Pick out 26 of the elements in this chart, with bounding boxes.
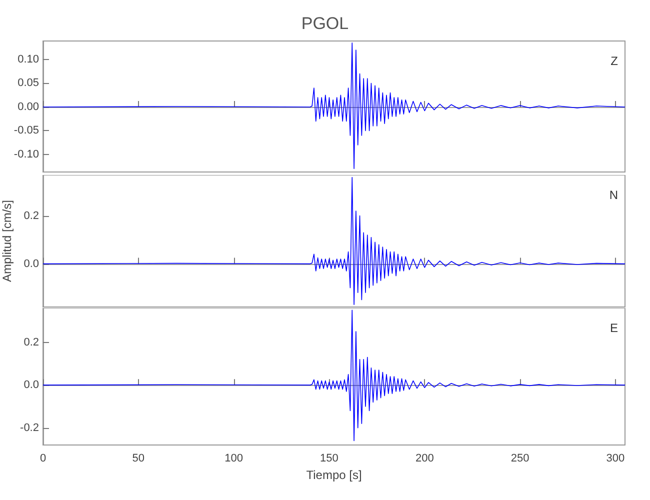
y-tick-label: 0.2 [24,210,39,222]
annotation: E [610,321,618,335]
x-tick-label: 100 [224,452,243,464]
line-series [42,177,626,305]
annotation: N [609,188,618,202]
x-tick-label: 300 [606,452,625,464]
y-tick-label: 0.10 [18,54,39,66]
y-tick-label: -0.2 [20,422,39,434]
annotation: Z [610,54,618,68]
y-tick-label: 0.00 [18,100,39,113]
x-axis-title: Tiempo [s] [306,468,362,482]
y-tick-label: 0.2 [24,336,39,348]
y-tick-label: -0.10 [14,148,39,160]
x-tick-label: 50 [132,452,145,464]
line-series [42,310,626,442]
x-tick-label: 0 [40,452,46,464]
y-tick-label: 0.0 [24,379,39,392]
x-tick-label: 200 [415,452,434,464]
line-series [42,42,626,170]
chart-title: PGOL [301,14,349,33]
y-tick-label: 0.0 [24,258,39,270]
x-tick-label: 250 [510,452,530,464]
y-axis-title: Amplitud [cm/s] [0,200,14,282]
y-tick-label: 0.05 [18,77,39,90]
x-tick-label: 150 [320,452,338,464]
y-tick-label: -0.05 [14,124,39,137]
